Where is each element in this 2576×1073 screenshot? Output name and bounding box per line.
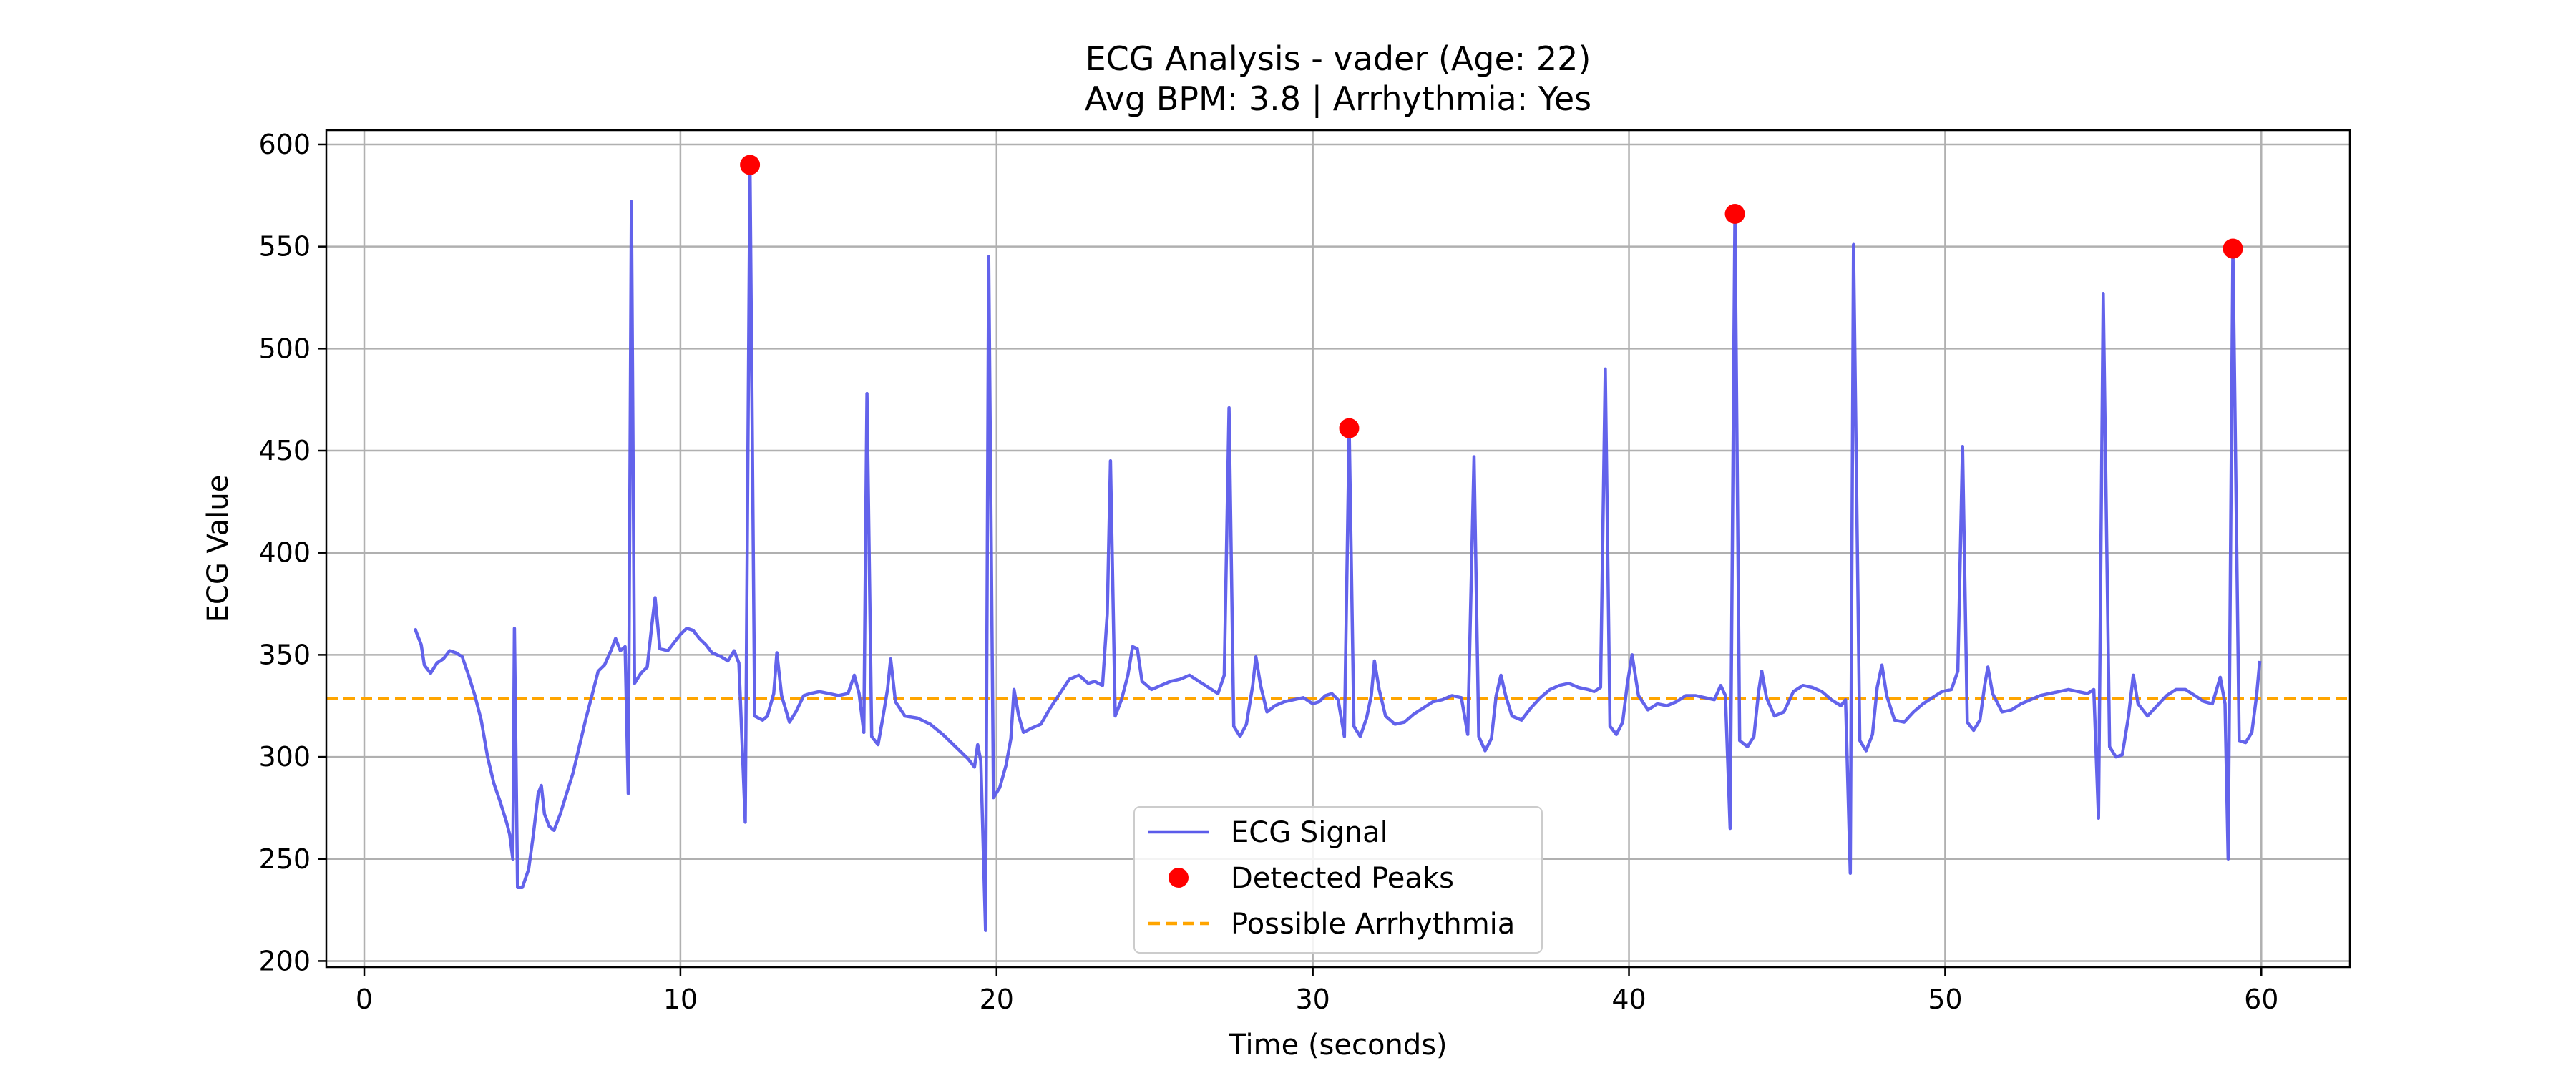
y-tick-label: 500 — [258, 333, 311, 364]
legend-peaks-swatch — [1169, 868, 1189, 888]
x-tick-label: 50 — [1928, 984, 1962, 1015]
y-tick-label: 450 — [258, 435, 311, 466]
x-tick-label: 10 — [663, 984, 698, 1015]
x-tick-label: 40 — [1611, 984, 1646, 1015]
legend-box — [1133, 806, 1543, 954]
y-tick-label: 200 — [258, 945, 311, 976]
detected-peak-point — [2223, 238, 2243, 259]
y-tick-label: 350 — [258, 639, 311, 670]
detected-peak-point — [1724, 204, 1745, 224]
peaks-layer — [740, 155, 2243, 438]
y-axis-ticks: 200 250 300 350 400 450 500 550 600 — [258, 129, 326, 976]
x-tick-label: 30 — [1295, 984, 1330, 1015]
y-tick-label: 300 — [258, 741, 311, 773]
y-tick-label: 550 — [258, 231, 311, 263]
legend-signal-label: ECG Signal — [1231, 816, 1388, 849]
chart-title: ECG Analysis - vader (Age: 22) — [1085, 39, 1591, 78]
y-tick-label: 250 — [258, 843, 311, 875]
y-tick-label: 600 — [258, 129, 311, 160]
y-tick-label: 400 — [258, 537, 311, 569]
detected-peak-point — [740, 155, 761, 175]
x-tick-label: 20 — [980, 984, 1014, 1015]
detected-peak-point — [1339, 418, 1360, 438]
signal-layer — [413, 163, 2262, 932]
x-tick-label: 60 — [2244, 984, 2278, 1015]
x-axis-ticks: 0 10 20 30 40 50 60 — [356, 967, 2278, 1015]
legend-peaks-label: Detected Peaks — [1231, 862, 1454, 895]
grid-lines — [326, 130, 2350, 967]
x-tick-label: 0 — [356, 984, 373, 1015]
plot-frame — [325, 129, 2351, 969]
legend: ECG Signal Detected Peaks Possible Arrhy… — [1133, 806, 1543, 954]
y-axis-label: ECG Value — [202, 475, 235, 623]
legend-arrhythmia-label: Possible Arrhythmia — [1231, 908, 1515, 941]
ecg-signal-line — [413, 163, 2262, 932]
x-axis-label: Time (seconds) — [1228, 1029, 1447, 1062]
chart-subtitle: Avg BPM: 3.8 | Arrhythmia: Yes — [1085, 79, 1591, 119]
